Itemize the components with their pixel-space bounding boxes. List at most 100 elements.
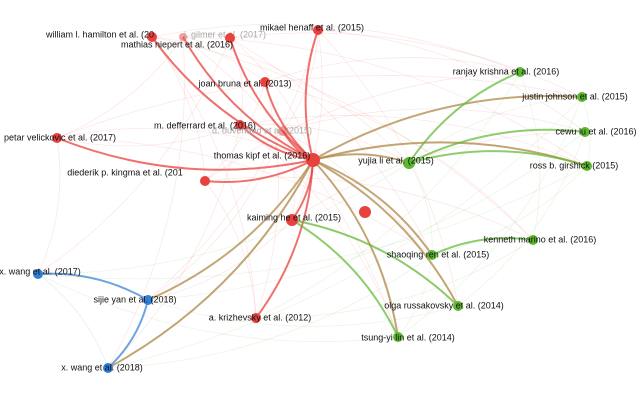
node-label: a. krizhevsky et al. (2012) bbox=[209, 312, 312, 322]
node bbox=[580, 127, 590, 137]
edge bbox=[107, 299, 149, 369]
node bbox=[278, 126, 288, 136]
edge bbox=[147, 159, 314, 301]
edge bbox=[37, 165, 588, 280]
edge bbox=[312, 95, 583, 161]
node bbox=[235, 120, 245, 130]
node bbox=[103, 363, 113, 373]
edge bbox=[255, 159, 314, 319]
node-label: yujia li et al. (2015) bbox=[358, 155, 434, 165]
node bbox=[515, 67, 525, 77]
node-label: x. wang et al. (2017) bbox=[0, 266, 81, 276]
edge bbox=[239, 124, 399, 338]
edge bbox=[239, 115, 588, 167]
edge bbox=[56, 75, 583, 139]
node-label: mikael henaff et al. (2015) bbox=[260, 22, 364, 32]
edge bbox=[107, 159, 314, 369]
edge bbox=[229, 37, 433, 256]
edge bbox=[56, 36, 184, 139]
edge bbox=[239, 123, 410, 164]
edge bbox=[107, 96, 583, 369]
edge bbox=[147, 299, 459, 327]
edge bbox=[264, 57, 521, 83]
node bbox=[453, 301, 463, 311]
edge bbox=[282, 108, 586, 133]
node-label: diederik p. kingma et al. (201 bbox=[67, 167, 183, 177]
node-label: sijie yan et al. (2018) bbox=[93, 294, 176, 304]
edge bbox=[282, 29, 319, 132]
edge bbox=[107, 159, 314, 369]
edge bbox=[204, 81, 266, 182]
edge bbox=[229, 32, 583, 98]
node-label: shaoqing ren et al. (2015) bbox=[387, 249, 490, 259]
node bbox=[582, 161, 592, 171]
node-label: ranjay krishna et al. (2016) bbox=[453, 66, 560, 76]
node bbox=[306, 153, 320, 167]
edge bbox=[291, 219, 399, 338]
edge bbox=[147, 29, 319, 301]
edge bbox=[291, 219, 459, 307]
edge bbox=[312, 159, 459, 307]
edges bbox=[37, 23, 591, 369]
edge bbox=[37, 273, 399, 343]
edge bbox=[408, 150, 588, 167]
edge bbox=[408, 96, 583, 164]
node bbox=[403, 157, 415, 169]
node bbox=[33, 269, 43, 279]
node-label: m. defferrard et al. (2016) bbox=[154, 120, 256, 130]
edge bbox=[317, 29, 586, 133]
edge bbox=[37, 137, 61, 275]
edge bbox=[147, 219, 293, 301]
edge bbox=[255, 71, 521, 319]
edge bbox=[255, 239, 534, 319]
edge bbox=[282, 130, 296, 221]
edge bbox=[56, 127, 314, 161]
edge bbox=[397, 96, 583, 338]
edge bbox=[107, 36, 185, 369]
node bbox=[147, 32, 157, 42]
edge bbox=[229, 37, 314, 161]
node bbox=[179, 33, 187, 41]
edge bbox=[151, 23, 521, 73]
edge bbox=[239, 124, 314, 161]
node bbox=[528, 235, 538, 245]
node-label: thomas kipf et al. (2016) bbox=[214, 150, 311, 160]
node-label: william l. hamilton et al. (20 bbox=[45, 29, 154, 39]
nodes: william l. hamilton et al. (20 j. gilmer … bbox=[0, 22, 637, 373]
edge bbox=[147, 130, 284, 301]
node-label: petar velickovic et al. (2017) bbox=[4, 132, 116, 142]
node bbox=[577, 92, 587, 102]
node bbox=[52, 133, 62, 143]
edge bbox=[204, 176, 534, 241]
node-label: tsung-yi lin et al. (2014) bbox=[361, 332, 455, 342]
edge bbox=[56, 137, 314, 171]
node-label: ross b. girshick (2015) bbox=[530, 160, 619, 170]
node bbox=[286, 214, 298, 226]
edge bbox=[37, 273, 109, 369]
edge bbox=[317, 29, 459, 307]
edge bbox=[37, 272, 149, 301]
edge bbox=[56, 124, 241, 147]
edge bbox=[204, 71, 521, 182]
edge bbox=[408, 162, 433, 256]
node-label: cewu lu et al. (2016) bbox=[555, 126, 636, 136]
edge bbox=[255, 81, 279, 319]
edge bbox=[304, 29, 319, 161]
node bbox=[251, 313, 261, 323]
node bbox=[427, 250, 437, 260]
node-label: joan bruna et al. (2013) bbox=[197, 78, 291, 88]
edge bbox=[229, 37, 314, 161]
node-label: kenneth marino et al. (2016) bbox=[484, 234, 597, 244]
edge bbox=[151, 36, 266, 83]
edge bbox=[182, 36, 410, 164]
edge bbox=[37, 37, 231, 275]
edge bbox=[431, 165, 588, 256]
edge bbox=[291, 29, 323, 221]
node bbox=[313, 25, 323, 35]
edge bbox=[182, 36, 588, 167]
edge bbox=[151, 36, 534, 241]
node-label: mathias niepert et al. (2016) bbox=[121, 39, 233, 49]
node-label: x. wang et al. (2018) bbox=[61, 362, 143, 372]
node bbox=[225, 33, 235, 43]
